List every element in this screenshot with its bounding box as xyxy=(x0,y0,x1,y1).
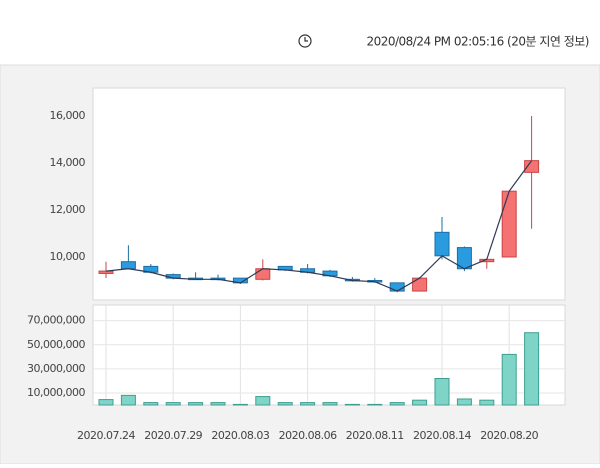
volume-bar xyxy=(255,396,271,406)
x-tick-label: 2020.08.03 xyxy=(211,429,269,442)
volume-bar xyxy=(412,399,428,406)
volume-bar xyxy=(143,402,159,406)
candle-body xyxy=(434,231,450,257)
candle-body xyxy=(255,268,271,280)
y-tick-label: 70,000,000 xyxy=(27,314,85,327)
y-tick-label: 50,000,000 xyxy=(27,338,85,351)
clock-icon xyxy=(298,34,312,48)
candle-body xyxy=(412,277,428,292)
volume-bar xyxy=(456,398,472,406)
x-tick-label: 2020.08.20 xyxy=(480,429,538,442)
volume-bar xyxy=(367,403,383,406)
x-tick-label: 2020.08.11 xyxy=(346,429,404,442)
candle-body xyxy=(389,282,405,292)
volume-bar xyxy=(300,402,316,406)
y-tick-label: 30,000,000 xyxy=(27,362,85,375)
volume-bar xyxy=(344,403,360,406)
x-tick-label: 2020.08.14 xyxy=(413,429,471,442)
volume-bar xyxy=(434,377,450,406)
y-tick-label: 10,000 xyxy=(50,250,86,263)
volume-bar xyxy=(232,403,248,406)
volume-bar xyxy=(389,402,405,406)
y-tick-label: 12,000 xyxy=(50,203,86,216)
volume-plot xyxy=(92,304,566,406)
x-tick-label: 2020.07.29 xyxy=(144,429,202,442)
volume-bar xyxy=(524,332,540,406)
volume-bar xyxy=(501,353,517,406)
volume-bar xyxy=(98,399,114,406)
close-line xyxy=(105,160,533,292)
x-tick-label: 2020.08.06 xyxy=(279,429,337,442)
candle-body xyxy=(98,270,114,274)
y-tick-label: 14,000 xyxy=(50,156,86,169)
volume-bar xyxy=(210,402,226,406)
volume-bar xyxy=(322,402,338,406)
volume-bar xyxy=(165,402,181,406)
timestamp: 2020/08/24 PM 02:05:16 (20분 지연 정보) xyxy=(366,35,589,49)
volume-bar xyxy=(120,394,136,406)
volume-bar xyxy=(479,399,495,406)
x-tick-label: 2020.07.24 xyxy=(77,429,135,442)
candle-body xyxy=(501,190,517,258)
candle-body xyxy=(120,261,136,270)
volume-bar xyxy=(188,402,204,406)
price-plot xyxy=(92,87,566,301)
volume-bar xyxy=(277,402,293,406)
y-tick-label: 16,000 xyxy=(50,109,86,122)
y-tick-label: 10,000,000 xyxy=(27,386,85,399)
